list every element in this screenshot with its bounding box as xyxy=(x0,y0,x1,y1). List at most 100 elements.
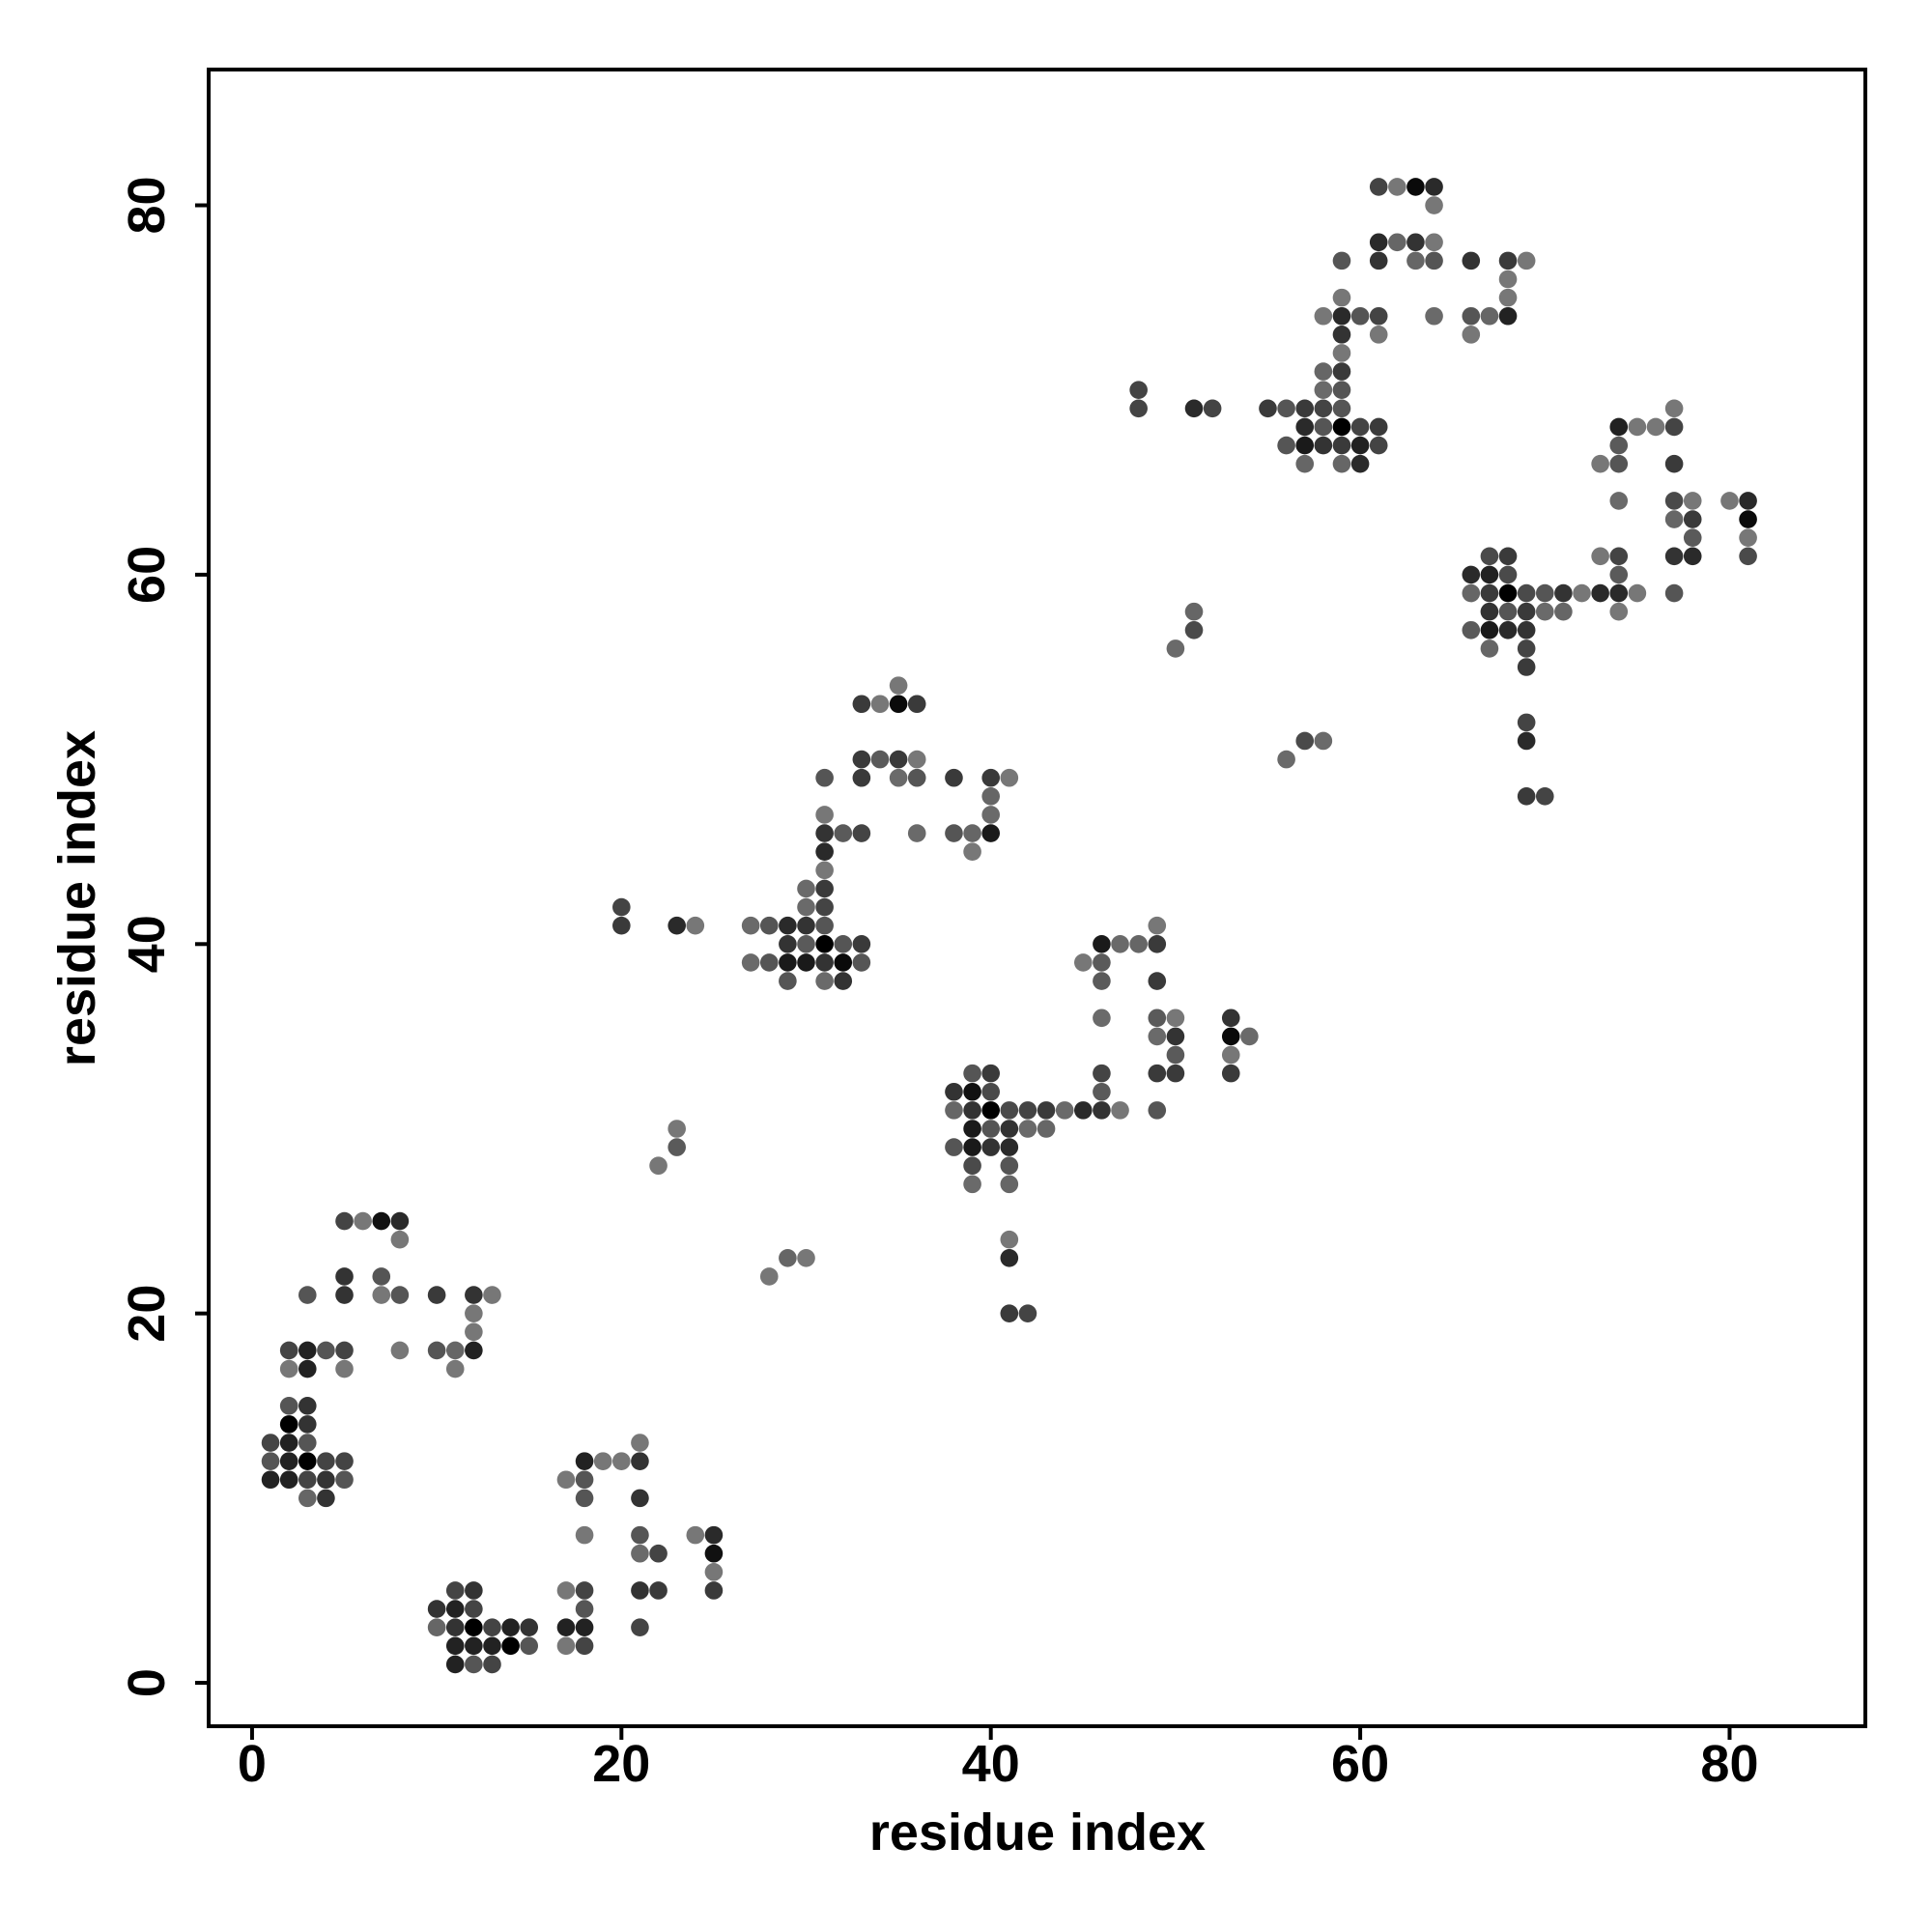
data-point xyxy=(279,1359,298,1378)
data-point xyxy=(520,1618,539,1637)
data-point xyxy=(1000,1249,1019,1267)
data-point xyxy=(1609,417,1629,437)
data-point xyxy=(1480,639,1499,658)
data-point xyxy=(1591,547,1609,566)
data-point xyxy=(1369,233,1388,252)
data-point xyxy=(1000,1175,1019,1194)
data-point xyxy=(575,1581,594,1600)
data-point xyxy=(1388,178,1406,196)
data-point xyxy=(1720,492,1739,510)
data-point xyxy=(797,1249,815,1267)
data-point xyxy=(556,1636,576,1656)
data-point xyxy=(1314,306,1333,326)
data-point xyxy=(1462,583,1481,603)
data-point xyxy=(1609,583,1629,603)
data-point xyxy=(483,1636,501,1656)
data-point xyxy=(815,861,834,880)
data-point xyxy=(372,1267,391,1286)
data-point xyxy=(1332,381,1351,400)
data-point xyxy=(631,1434,649,1452)
data-point xyxy=(815,972,834,990)
data-point xyxy=(797,916,815,935)
x-axis: 0 20 40 60 80 xyxy=(238,1726,1759,1793)
data-point xyxy=(1664,510,1684,528)
data-point xyxy=(741,953,760,972)
data-point xyxy=(1037,1120,1056,1138)
data-point xyxy=(445,1341,465,1360)
data-point xyxy=(704,1581,724,1600)
data-point xyxy=(963,842,981,862)
data-point xyxy=(815,953,834,972)
data-point xyxy=(1295,731,1315,751)
data-point xyxy=(298,1341,317,1360)
data-point xyxy=(981,1064,1001,1083)
data-point xyxy=(1221,1045,1240,1065)
data-point xyxy=(335,1341,354,1360)
data-point xyxy=(1093,1009,1111,1028)
data-point xyxy=(1480,602,1499,621)
data-point xyxy=(815,824,834,842)
data-point xyxy=(465,1341,483,1360)
data-point xyxy=(1480,620,1499,639)
data-point xyxy=(279,1341,298,1360)
data-point xyxy=(1739,528,1757,547)
data-point xyxy=(1073,953,1093,972)
data-point xyxy=(1259,399,1277,418)
data-point xyxy=(1554,602,1573,621)
data-point xyxy=(981,1101,1001,1120)
data-point xyxy=(465,1304,483,1322)
y-tick-label: 60 xyxy=(118,546,176,604)
data-point xyxy=(1093,1082,1111,1101)
data-point xyxy=(1628,583,1647,603)
data-point xyxy=(981,768,1001,787)
data-point xyxy=(317,1470,335,1490)
data-point xyxy=(465,1286,483,1304)
data-point xyxy=(575,1525,594,1545)
data-point xyxy=(1480,306,1499,326)
data-point xyxy=(372,1286,391,1304)
data-point xyxy=(759,1267,779,1286)
data-point xyxy=(390,1286,410,1304)
x-tick-label: 20 xyxy=(592,1735,650,1793)
data-point xyxy=(815,934,834,953)
data-point xyxy=(1073,1101,1093,1120)
data-point xyxy=(834,934,853,953)
data-point xyxy=(1535,583,1554,603)
data-point xyxy=(501,1618,520,1637)
plot-frame xyxy=(207,68,1867,1728)
data-point xyxy=(1646,417,1665,437)
data-point xyxy=(889,768,908,787)
data-point xyxy=(1240,1027,1259,1046)
data-point xyxy=(907,768,926,787)
data-point xyxy=(335,1452,354,1470)
data-point xyxy=(298,1396,317,1415)
data-point xyxy=(797,897,815,917)
data-point xyxy=(1148,972,1167,990)
data-point xyxy=(907,695,926,714)
x-tick-label: 40 xyxy=(962,1735,1020,1793)
data-point xyxy=(1166,1027,1185,1046)
data-point xyxy=(1093,934,1111,953)
y-tick-label: 80 xyxy=(118,176,176,234)
data-point xyxy=(1628,417,1647,437)
data-point xyxy=(852,750,871,769)
data-point xyxy=(1314,381,1333,400)
data-point xyxy=(1388,233,1406,252)
data-point xyxy=(759,916,779,935)
data-point xyxy=(779,934,797,953)
data-point xyxy=(1498,583,1518,603)
data-point xyxy=(279,1396,298,1415)
data-point xyxy=(298,1415,317,1434)
data-point xyxy=(520,1636,539,1656)
data-point xyxy=(1369,417,1388,437)
data-point xyxy=(1498,602,1518,621)
data-point xyxy=(1000,1120,1019,1138)
data-point xyxy=(797,953,815,972)
data-point xyxy=(1369,178,1388,196)
data-point xyxy=(1000,1304,1019,1322)
data-point xyxy=(631,1581,649,1600)
data-point xyxy=(668,916,686,935)
data-point xyxy=(1314,399,1333,418)
data-point xyxy=(261,1434,280,1452)
